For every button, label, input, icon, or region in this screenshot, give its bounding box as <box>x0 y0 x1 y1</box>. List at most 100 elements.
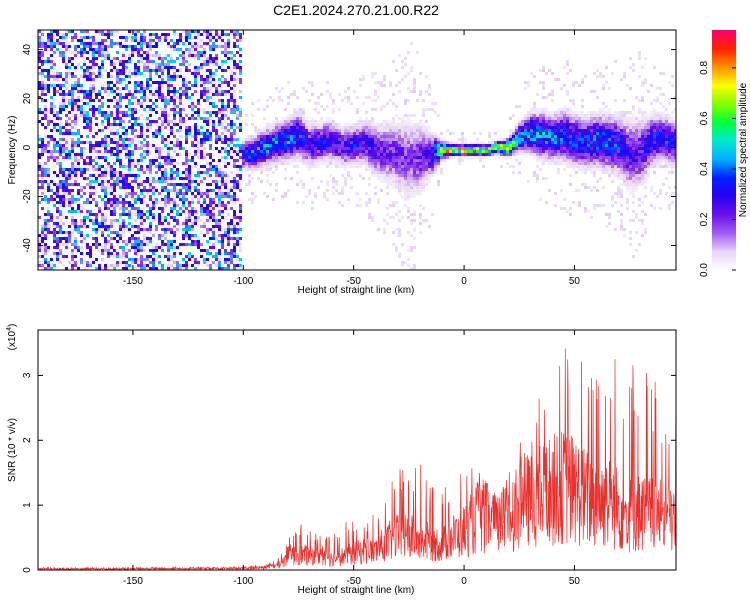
spectrogram-cell <box>278 120 281 123</box>
spectrogram-cell <box>113 231 116 234</box>
spectrogram-cell <box>161 69 164 72</box>
spectrogram-cell <box>173 183 176 186</box>
spectrogram-cell <box>206 132 209 135</box>
spectrogram-cell <box>137 132 140 135</box>
spectrogram-cell <box>290 93 293 96</box>
spectrogram-cell <box>248 165 251 168</box>
spectrogram-cell <box>518 123 521 126</box>
spectrogram-cell <box>134 240 137 243</box>
spectrogram-cell <box>356 108 359 111</box>
spectrogram-cell <box>173 177 176 180</box>
spectrogram-cell <box>473 153 476 156</box>
spectrogram-cell <box>122 114 125 117</box>
spectrogram-cell <box>164 204 167 207</box>
spectrogram-cell <box>134 210 137 213</box>
spectrogram-cell <box>80 171 83 174</box>
spectrogram-cell <box>56 129 59 132</box>
spectrogram-cell <box>224 81 227 84</box>
spectrogram-cell <box>146 57 149 60</box>
spectrogram-cell <box>218 66 221 69</box>
spectrogram-cell <box>86 36 89 39</box>
spectrogram-cell <box>401 117 404 120</box>
spectrogram-cell <box>170 216 173 219</box>
spectrogram-cell <box>74 141 77 144</box>
spectrogram-cell <box>224 69 227 72</box>
spectrogram-cell <box>317 156 320 159</box>
spectrogram-cell <box>428 156 431 159</box>
spectrogram-cell <box>239 96 242 99</box>
spectrogram-cell <box>362 141 365 144</box>
spectrogram-cell <box>86 156 89 159</box>
spectrogram-cell <box>389 120 392 123</box>
spectrogram-cell <box>539 132 542 135</box>
spectrogram-cell <box>407 165 410 168</box>
spectrogram-cell <box>269 132 272 135</box>
spectrogram-cell <box>365 141 368 144</box>
spectrogram-cell <box>227 114 230 117</box>
spectrogram-cell <box>428 108 431 111</box>
spectrogram-cell <box>380 159 383 162</box>
spectrogram-cell <box>41 168 44 171</box>
spectrogram-cell <box>221 174 224 177</box>
spectrogram-cell <box>206 195 209 198</box>
spectrogram-cell <box>59 240 62 243</box>
spectrogram-cell <box>50 39 53 42</box>
spectrogram-cell <box>287 123 290 126</box>
spectrogram-cell <box>86 114 89 117</box>
spectrogram-cell <box>101 180 104 183</box>
spectrogram-cell <box>197 240 200 243</box>
spectrogram-cell <box>104 69 107 72</box>
spectrogram-cell <box>302 87 305 90</box>
spectrogram-cell <box>419 186 422 189</box>
spectrogram-cell <box>239 204 242 207</box>
spectrogram-cell <box>173 237 176 240</box>
spectrogram-cell <box>209 138 212 141</box>
spectrogram-cell <box>65 174 68 177</box>
spectrogram-cell <box>428 135 431 138</box>
spectrogram-cell <box>122 42 125 45</box>
spectrogram-cell <box>266 126 269 129</box>
spectrogram-cell <box>38 45 41 48</box>
spectrogram-cell <box>230 219 233 222</box>
spectrogram-cell <box>269 162 272 165</box>
spectrogram-cell <box>95 180 98 183</box>
spectrogram-cell <box>143 243 146 246</box>
spectrogram-cell <box>293 108 296 111</box>
spectrogram-cell <box>263 168 266 171</box>
spectrogram-cell <box>182 264 185 267</box>
spectrogram-cell <box>284 141 287 144</box>
spectrogram-cell <box>65 114 68 117</box>
spectrogram-cell <box>104 138 107 141</box>
spectrogram-cell <box>269 135 272 138</box>
spectrogram-cell <box>62 180 65 183</box>
spectrogram-cell <box>257 144 260 147</box>
spectrogram-cell <box>290 144 293 147</box>
spectrogram-cell <box>341 189 344 192</box>
spectrogram-cell <box>224 156 227 159</box>
spectrogram-cell <box>368 126 371 129</box>
spectrogram-cell <box>248 198 251 201</box>
spectrogram-cell <box>77 39 80 42</box>
spectrogram-cell <box>302 126 305 129</box>
spectrogram-cell <box>197 156 200 159</box>
spectrogram-cell <box>149 267 152 270</box>
spectrogram-cell <box>116 99 119 102</box>
spectrogram-cell <box>95 48 98 51</box>
spectrogram-cell <box>221 201 224 204</box>
spectrogram-cell <box>446 153 449 156</box>
spectrogram-cell <box>248 153 251 156</box>
spectrogram-cell <box>194 30 197 33</box>
spectrogram-cell <box>479 159 482 162</box>
spectrogram-cell <box>44 249 47 252</box>
spectrogram-cell <box>197 102 200 105</box>
spectrogram-cell <box>230 138 233 141</box>
spectrogram-cell <box>77 228 80 231</box>
spectrogram-cell <box>266 105 269 108</box>
spectrogram-cell <box>374 90 377 93</box>
spectrogram-cell <box>119 216 122 219</box>
spectrogram-cell <box>155 132 158 135</box>
spectrogram-cell <box>125 150 128 153</box>
spectrogram-cell <box>308 153 311 156</box>
spectrogram-cell <box>107 42 110 45</box>
spectrogram-cell <box>152 204 155 207</box>
